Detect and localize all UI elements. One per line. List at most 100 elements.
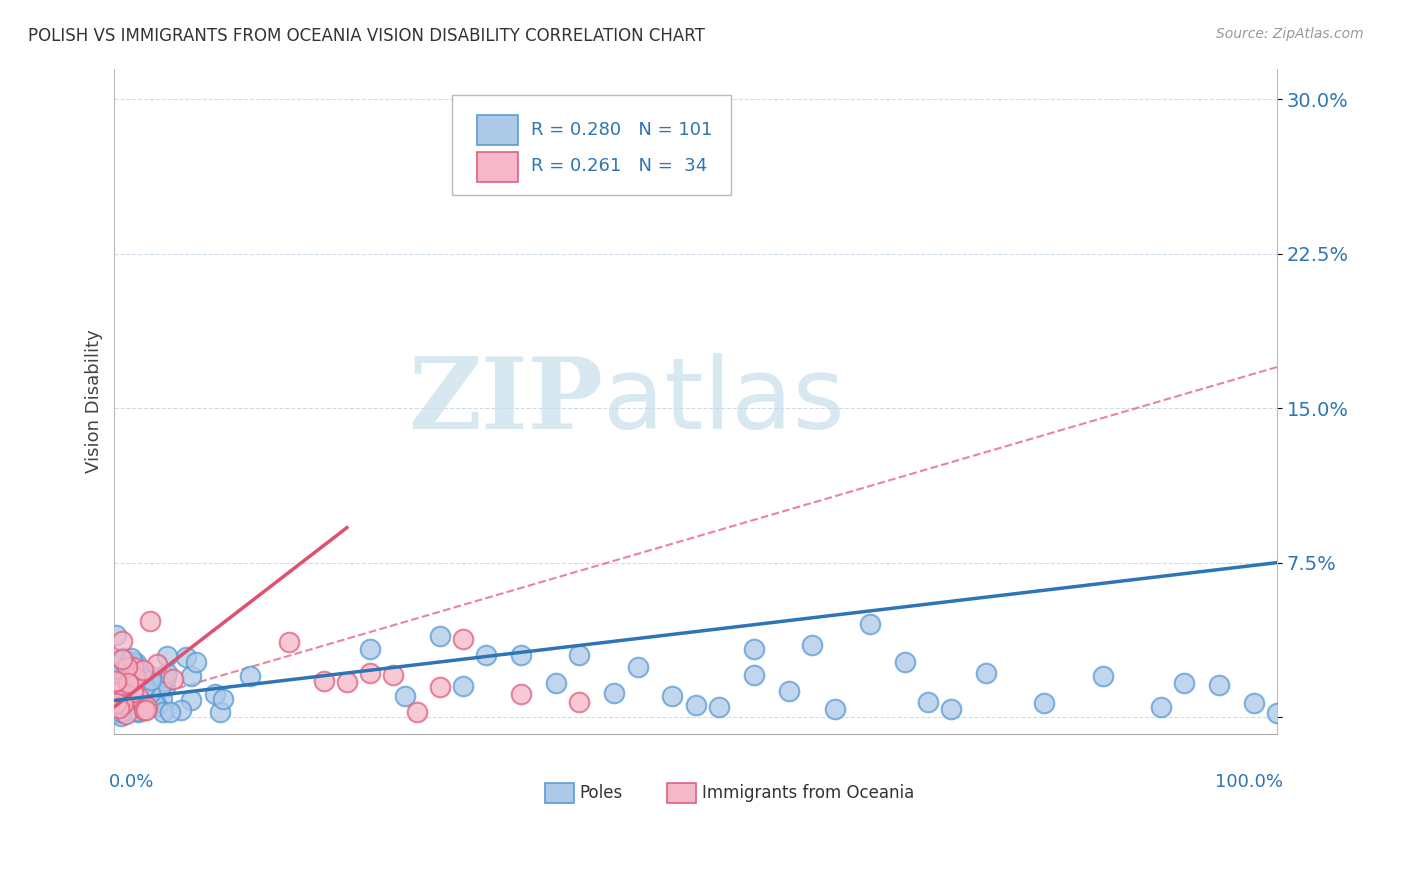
- Point: [107, 681, 129, 695]
- Point: [111, 651, 134, 665]
- Point: [568, 648, 591, 663]
- Point: [209, 705, 232, 719]
- Point: [121, 682, 143, 697]
- Point: [105, 689, 128, 703]
- Point: [184, 655, 207, 669]
- Text: 0.0%: 0.0%: [108, 773, 155, 791]
- Bar: [666, 783, 696, 804]
- Point: [1243, 696, 1265, 710]
- Point: [120, 651, 142, 665]
- Point: [105, 677, 128, 691]
- Point: [153, 680, 176, 694]
- Point: [135, 703, 157, 717]
- Point: [118, 657, 141, 672]
- Point: [212, 692, 235, 706]
- Point: [162, 672, 184, 686]
- Text: ZIP: ZIP: [408, 352, 603, 450]
- Point: [180, 693, 202, 707]
- Point: [127, 695, 149, 709]
- Point: [111, 697, 134, 711]
- Point: [122, 692, 145, 706]
- Point: [510, 687, 533, 701]
- Point: [143, 696, 166, 710]
- Point: [105, 685, 128, 699]
- Point: [117, 675, 139, 690]
- Point: [976, 665, 998, 680]
- Point: [152, 705, 174, 719]
- Y-axis label: Vision Disability: Vision Disability: [86, 329, 103, 473]
- Point: [141, 673, 163, 687]
- Point: [108, 675, 131, 690]
- Point: [145, 657, 167, 671]
- Point: [111, 651, 134, 665]
- Point: [603, 686, 626, 700]
- Point: [1265, 706, 1288, 720]
- Point: [156, 648, 179, 663]
- Point: [1150, 700, 1173, 714]
- Point: [277, 635, 299, 649]
- Point: [475, 648, 498, 662]
- Point: [111, 634, 134, 648]
- Point: [105, 685, 128, 699]
- Point: [568, 695, 591, 709]
- Point: [134, 678, 156, 692]
- Point: [132, 663, 155, 677]
- Point: [174, 650, 197, 665]
- Point: [139, 685, 162, 699]
- Point: [134, 672, 156, 686]
- Point: [533, 123, 555, 137]
- Point: [359, 665, 381, 680]
- Text: Poles: Poles: [579, 784, 623, 803]
- Point: [136, 700, 159, 714]
- Point: [125, 656, 148, 670]
- Point: [204, 687, 226, 701]
- Point: [336, 675, 359, 690]
- Text: R = 0.280   N = 101: R = 0.280 N = 101: [530, 120, 711, 138]
- Text: Source: ZipAtlas.com: Source: ZipAtlas.com: [1216, 27, 1364, 41]
- Point: [124, 670, 146, 684]
- Point: [139, 615, 162, 629]
- Point: [111, 657, 134, 672]
- Point: [115, 660, 138, 674]
- Point: [707, 700, 730, 714]
- Point: [451, 632, 474, 647]
- Text: Immigrants from Oceania: Immigrants from Oceania: [702, 784, 914, 803]
- Point: [104, 683, 127, 698]
- Point: [108, 700, 131, 714]
- Point: [451, 679, 474, 693]
- Point: [1091, 669, 1114, 683]
- Point: [405, 705, 427, 719]
- Point: [359, 641, 381, 656]
- Point: [108, 703, 131, 717]
- Bar: [477, 152, 517, 182]
- Point: [941, 702, 963, 716]
- Point: [127, 669, 149, 683]
- Point: [778, 684, 800, 698]
- Point: [110, 706, 132, 720]
- Point: [104, 696, 127, 710]
- Point: [132, 703, 155, 717]
- Point: [104, 628, 127, 642]
- Point: [110, 701, 132, 715]
- Point: [134, 698, 156, 713]
- Point: [685, 698, 707, 713]
- Point: [127, 705, 149, 719]
- Point: [139, 669, 162, 683]
- Point: [1173, 676, 1195, 690]
- Point: [110, 709, 132, 723]
- Point: [114, 673, 136, 687]
- Point: [105, 673, 128, 688]
- Point: [824, 702, 846, 716]
- Point: [118, 689, 141, 703]
- Point: [125, 697, 148, 711]
- Point: [104, 672, 127, 686]
- Point: [429, 629, 451, 643]
- Point: [111, 666, 134, 681]
- Point: [894, 655, 917, 669]
- Point: [180, 669, 202, 683]
- Point: [382, 668, 405, 682]
- Bar: [477, 115, 517, 145]
- Point: [742, 668, 765, 682]
- Point: [128, 701, 150, 715]
- Point: [510, 648, 533, 662]
